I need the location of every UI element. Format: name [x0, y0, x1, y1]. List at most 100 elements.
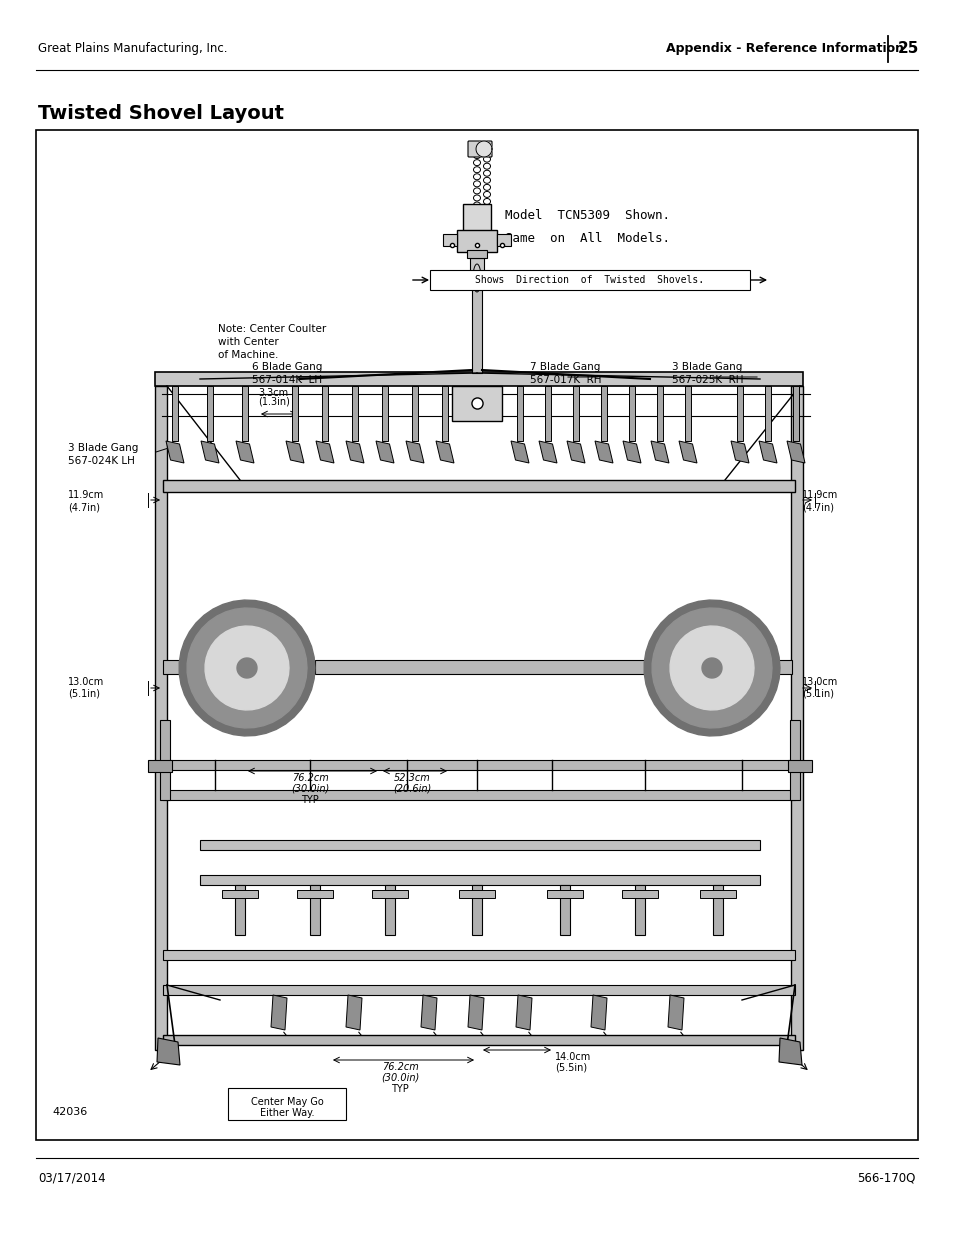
Text: Appendix - Reference Information: Appendix - Reference Information: [665, 42, 903, 54]
Text: (30.0in): (30.0in): [380, 1073, 418, 1083]
Ellipse shape: [473, 167, 480, 173]
Polygon shape: [346, 995, 361, 1030]
Bar: [412, 387, 417, 441]
Polygon shape: [157, 1037, 180, 1065]
Bar: [163, 790, 794, 800]
Bar: [172, 387, 178, 441]
Polygon shape: [187, 608, 307, 727]
Text: (1.3in): (1.3in): [257, 396, 290, 408]
Bar: [242, 387, 248, 441]
Bar: [764, 387, 770, 441]
Bar: [207, 387, 213, 441]
Polygon shape: [701, 658, 721, 678]
Text: Shows  Direction  of  Twisted  Shovels.: Shows Direction of Twisted Shovels.: [475, 275, 704, 285]
Ellipse shape: [483, 191, 490, 198]
Bar: [36, 130, 917, 1140]
Bar: [544, 387, 551, 441]
Bar: [200, 876, 760, 885]
FancyBboxPatch shape: [468, 141, 492, 157]
Text: 11.9cm: 11.9cm: [801, 490, 838, 500]
Text: 14.0cm: 14.0cm: [555, 1052, 591, 1062]
Text: 567-025K  RH: 567-025K RH: [671, 375, 742, 385]
Polygon shape: [166, 441, 184, 463]
Bar: [470, 258, 483, 288]
Polygon shape: [476, 141, 492, 157]
Polygon shape: [652, 608, 771, 727]
Polygon shape: [643, 600, 780, 736]
Text: (4.7in): (4.7in): [68, 501, 100, 513]
Bar: [310, 885, 319, 935]
Polygon shape: [516, 995, 532, 1030]
Ellipse shape: [483, 163, 490, 169]
Bar: [352, 387, 357, 441]
Text: 25: 25: [897, 41, 919, 56]
Bar: [163, 986, 794, 995]
Polygon shape: [650, 441, 668, 463]
Ellipse shape: [483, 199, 490, 205]
Ellipse shape: [473, 159, 480, 165]
Text: 3 Blade Gang: 3 Blade Gang: [68, 443, 138, 453]
Polygon shape: [730, 441, 748, 463]
Bar: [163, 760, 794, 769]
Polygon shape: [346, 441, 364, 463]
Text: 11.9cm: 11.9cm: [68, 490, 104, 500]
Bar: [441, 387, 448, 441]
Text: of Machine.: of Machine.: [218, 350, 278, 359]
Bar: [789, 720, 800, 800]
Text: 567-024K LH: 567-024K LH: [68, 456, 134, 466]
Text: Center May Go: Center May Go: [251, 1097, 323, 1107]
Bar: [628, 387, 635, 441]
Text: (30.0in): (30.0in): [291, 784, 329, 794]
Text: 3.3cm: 3.3cm: [257, 388, 288, 398]
Ellipse shape: [473, 146, 480, 152]
Polygon shape: [436, 441, 454, 463]
Polygon shape: [779, 1037, 801, 1065]
Bar: [472, 288, 481, 373]
Text: 42036: 42036: [52, 1107, 87, 1116]
Polygon shape: [420, 995, 436, 1030]
Ellipse shape: [473, 203, 480, 207]
Polygon shape: [201, 441, 219, 463]
Bar: [497, 233, 511, 246]
Bar: [792, 387, 799, 441]
Polygon shape: [468, 995, 483, 1030]
Bar: [163, 659, 247, 674]
Bar: [322, 387, 328, 441]
Polygon shape: [669, 626, 753, 710]
Polygon shape: [315, 441, 334, 463]
Bar: [462, 204, 491, 232]
Text: Twisted Shovel Layout: Twisted Shovel Layout: [38, 104, 284, 122]
Ellipse shape: [473, 174, 480, 180]
Bar: [517, 387, 522, 441]
Text: (5.1in): (5.1in): [68, 689, 100, 699]
Bar: [712, 885, 722, 935]
Text: (4.7in): (4.7in): [801, 501, 833, 513]
Bar: [372, 890, 408, 898]
Polygon shape: [235, 441, 253, 463]
Bar: [711, 659, 791, 674]
Text: 13.0cm: 13.0cm: [801, 677, 838, 687]
Bar: [456, 230, 497, 252]
Bar: [635, 885, 644, 935]
Bar: [684, 387, 690, 441]
Text: (5.1in): (5.1in): [801, 689, 833, 699]
Text: 567-014K  LH: 567-014K LH: [252, 375, 322, 385]
Bar: [787, 760, 811, 772]
Polygon shape: [205, 626, 289, 710]
Bar: [200, 840, 760, 850]
Polygon shape: [538, 441, 557, 463]
Bar: [430, 270, 749, 290]
Bar: [621, 890, 658, 898]
Text: 76.2cm: 76.2cm: [292, 773, 328, 783]
Text: 52.3cm: 52.3cm: [394, 773, 430, 783]
Polygon shape: [667, 995, 683, 1030]
Bar: [573, 387, 578, 441]
Text: 6 Blade Gang: 6 Blade Gang: [252, 362, 322, 372]
Bar: [467, 249, 486, 258]
Bar: [163, 480, 794, 492]
Polygon shape: [286, 441, 304, 463]
Bar: [163, 1035, 794, 1045]
Polygon shape: [406, 441, 423, 463]
Polygon shape: [595, 441, 613, 463]
Polygon shape: [759, 441, 776, 463]
